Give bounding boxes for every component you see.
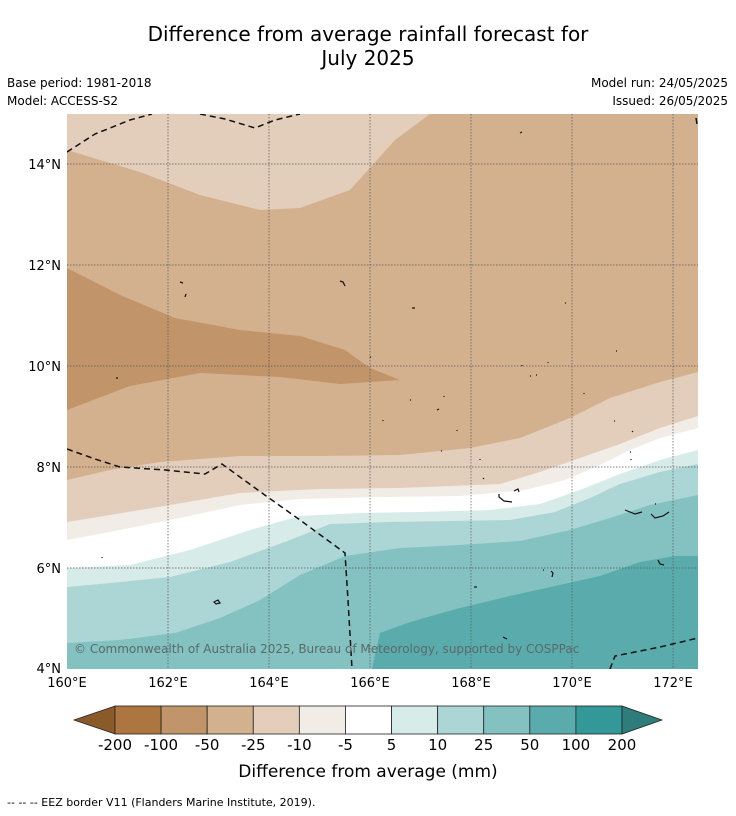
colorbar-extend-high — [621, 705, 664, 735]
colorbar-tick-label: 200 — [607, 736, 637, 754]
colorbar-swatch — [206, 705, 254, 735]
map-title: Difference from average rainfall forecas… — [0, 22, 736, 70]
band-minus-100-to-50 — [67, 268, 400, 410]
y-tick-12N: 12°N — [28, 259, 61, 274]
issued-date: Issued: 26/05/2025 — [612, 94, 728, 108]
colorbar-swatch — [252, 705, 300, 735]
colorbar-tick-label: 5 — [386, 736, 397, 754]
meta-right: Model run: 24/05/2025 Issued: 26/05/2025 — [591, 74, 728, 110]
base-period: Base period: 1981-2018 — [7, 76, 152, 90]
colorbar-swatch — [160, 705, 208, 735]
eez-border — [67, 114, 698, 669]
y-tick-8N: 8°N — [37, 461, 62, 476]
colorbar-tick-label: -25 — [241, 736, 266, 754]
y-tick-10N: 10°N — [28, 360, 61, 375]
x-tick-164E: 164°E — [249, 676, 289, 691]
x-tick-170E: 170°E — [552, 676, 592, 691]
band-minus-25-to-10-north — [67, 114, 430, 210]
colorbar-swatch — [298, 705, 346, 735]
y-tick-14N: 14°N — [28, 158, 61, 173]
copyright-text: © Commonwealth of Australia 2025, Bureau… — [74, 642, 579, 656]
eez-footnote: -- -- -- EEZ border V11 (Flanders Marine… — [7, 796, 316, 809]
colorbar-tick-label: 100 — [561, 736, 591, 754]
colorbar — [72, 705, 664, 735]
colorbar-swatch — [437, 705, 485, 735]
meta-left: Base period: 1981-2018 Model: ACCESS-S2 — [7, 74, 152, 110]
colorbar-tick-label: -10 — [287, 736, 312, 754]
colorbar-tick-label: -50 — [194, 736, 220, 754]
x-tick-168E: 168°E — [451, 676, 491, 691]
colorbar-tick-label: 25 — [474, 736, 494, 754]
y-tick-4N: 4°N — [37, 662, 62, 677]
colorbar-tick-label: -5 — [337, 736, 353, 754]
colorbar-tick-label: -100 — [144, 736, 179, 754]
x-tick-160E: 160°E — [47, 676, 87, 691]
islands — [101, 131, 670, 640]
colorbar-tick-label: 50 — [520, 736, 540, 754]
colorbar-tick-label: -200 — [97, 736, 133, 754]
title-line-1: Difference from average rainfall forecas… — [147, 22, 589, 46]
band-50-to-100 — [372, 556, 698, 669]
x-tick-172E: 172°E — [653, 676, 693, 691]
colorbar-tick-label: 10 — [428, 736, 448, 754]
colorbar-swatch — [391, 705, 439, 735]
map-plot-area: © Commonwealth of Australia 2025, Bureau… — [67, 114, 698, 669]
colorbar-extend-low — [72, 705, 116, 735]
x-tick-166E: 166°E — [350, 676, 390, 691]
colorbar-swatch — [114, 705, 162, 735]
colorbar-swatch — [345, 705, 392, 735]
y-axis-labels: 14°N 12°N 10°N 8°N 6°N 4°N — [28, 158, 61, 677]
model-run: Model run: 24/05/2025 — [590, 76, 728, 90]
title-line-2: July 2025 — [321, 46, 415, 70]
colorbar-swatch — [575, 705, 623, 735]
y-tick-6N: 6°N — [37, 562, 62, 577]
x-tick-162E: 162°E — [148, 676, 188, 691]
x-axis-labels: 160°E 162°E 164°E 166°E 168°E 170°E 172°… — [47, 676, 693, 691]
model-name: Model: ACCESS-S2 — [7, 94, 119, 108]
colorbar-title: Difference from average (mm) — [238, 762, 498, 782]
colorbar-swatch — [483, 705, 531, 735]
colorbar-swatch — [529, 705, 577, 735]
gridlines — [67, 114, 698, 669]
